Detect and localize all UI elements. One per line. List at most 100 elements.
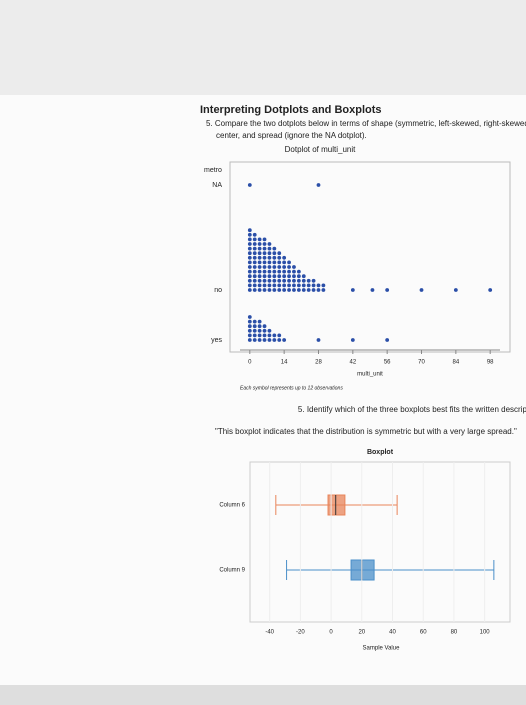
dot	[252, 251, 257, 256]
dot	[257, 274, 262, 279]
dot	[262, 246, 267, 251]
dot	[287, 283, 291, 288]
dot	[247, 338, 252, 342]
dot	[277, 288, 282, 292]
dot	[267, 333, 272, 338]
dot	[247, 283, 252, 288]
dot	[247, 246, 252, 251]
x-tick-label: 20	[358, 630, 365, 636]
dot	[262, 283, 267, 288]
dot	[311, 278, 316, 283]
dot	[316, 288, 321, 292]
dot	[257, 319, 262, 324]
x-tick-label: 84	[453, 360, 460, 366]
dot	[252, 246, 257, 251]
dot-column	[282, 255, 287, 292]
dot	[292, 269, 296, 274]
dot	[316, 283, 321, 288]
dot	[267, 251, 272, 256]
x-tick-label: 0	[329, 630, 333, 636]
dot	[257, 283, 262, 288]
dot	[287, 288, 291, 292]
dot-column	[272, 246, 277, 292]
title: Interpreting Dotplots and Boxplots	[200, 104, 382, 116]
dot	[257, 260, 262, 265]
dot	[316, 183, 321, 187]
dot	[296, 269, 301, 274]
dot-column	[488, 288, 493, 292]
x-tick-label: 80	[451, 630, 458, 636]
x-tick-label: 98	[487, 360, 494, 366]
dot	[277, 251, 282, 256]
dot	[262, 288, 267, 292]
series-label: Column 9	[219, 568, 245, 574]
dot	[252, 255, 257, 260]
dot	[272, 288, 277, 292]
dot	[247, 315, 252, 319]
dot	[272, 260, 277, 265]
dot	[257, 237, 262, 242]
dot	[252, 260, 257, 265]
question-text: 5. Identify which of the three boxplots …	[298, 405, 526, 414]
dot	[282, 255, 287, 260]
x-tick-label: -20	[296, 630, 305, 636]
dot	[306, 288, 311, 292]
dot	[350, 288, 355, 292]
dot-column	[296, 269, 301, 292]
dot	[252, 324, 257, 329]
dot	[267, 246, 272, 251]
dot	[267, 255, 272, 260]
dot	[272, 255, 277, 260]
dot	[287, 269, 291, 274]
dot	[277, 255, 282, 260]
dot-column	[252, 319, 257, 342]
dot	[267, 288, 272, 292]
dot-column	[316, 283, 321, 292]
dot-column	[267, 328, 272, 342]
dot	[267, 328, 272, 333]
x-axis-label: Sample Value	[363, 646, 401, 652]
dot	[247, 265, 252, 269]
dot-column	[257, 319, 262, 342]
dot	[247, 319, 252, 324]
dot	[252, 328, 257, 333]
quote: "This boxplot indicates that the distrib…	[215, 427, 517, 436]
dot	[311, 288, 316, 292]
dot	[262, 278, 267, 283]
dot	[301, 288, 306, 292]
dot	[287, 260, 291, 265]
question-text: 5. Compare the two dotplots below in ter…	[206, 119, 526, 128]
group-label: NA	[212, 182, 222, 189]
dot	[296, 278, 301, 283]
dot	[262, 242, 267, 246]
dot	[272, 269, 277, 274]
dot	[262, 260, 267, 265]
dot	[272, 283, 277, 288]
dot	[257, 338, 262, 342]
dot	[247, 228, 252, 233]
dot	[282, 338, 287, 342]
dot	[282, 269, 287, 274]
page	[0, 95, 526, 685]
dot	[262, 324, 267, 329]
dot-column	[453, 288, 458, 292]
dot	[370, 288, 375, 292]
dot	[262, 265, 267, 269]
dot	[287, 265, 291, 269]
dot	[277, 265, 282, 269]
dot-column	[316, 183, 321, 187]
dot	[262, 237, 267, 242]
dot	[316, 338, 321, 342]
dot	[247, 288, 252, 292]
dot	[277, 333, 282, 338]
group-label: no	[214, 287, 222, 294]
dot	[257, 246, 262, 251]
dot-column	[257, 237, 262, 292]
dot	[252, 283, 257, 288]
dot	[321, 288, 326, 292]
dot	[262, 328, 267, 333]
dot	[350, 338, 355, 342]
dot	[488, 288, 493, 292]
series-label: Column 6	[219, 503, 245, 509]
